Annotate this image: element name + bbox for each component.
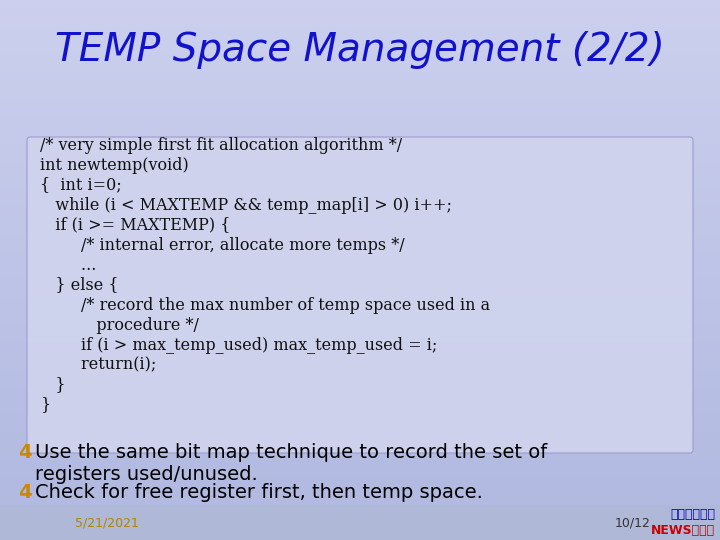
Bar [0,270,720,279]
Bar [0,477,720,486]
Bar [0,135,720,144]
Text: 資工系網媒所: 資工系網媒所 [670,508,715,521]
Bar [0,369,720,378]
Bar [0,198,720,207]
Bar [0,117,720,126]
FancyBboxPatch shape [27,137,693,453]
Text: return(i);: return(i); [40,356,156,374]
Text: registers used/unused.: registers used/unused. [35,465,258,484]
Bar [0,162,720,171]
Bar [0,468,720,477]
Text: while (i < MAXTEMP && temp_map[i] > 0) i++;: while (i < MAXTEMP && temp_map[i] > 0) i… [40,197,452,213]
Bar [0,513,720,522]
Text: if (i > max_temp_used) max_temp_used = i;: if (i > max_temp_used) max_temp_used = i… [40,336,437,354]
Bar [0,261,720,270]
Bar [0,495,720,504]
Bar [0,297,720,306]
Text: procedure */: procedure */ [40,316,199,334]
Bar [0,54,720,63]
Bar [0,504,720,513]
Text: if (i >= MAXTEMP) {: if (i >= MAXTEMP) { [40,217,230,233]
Bar [0,18,720,27]
Bar [0,153,720,162]
Bar [0,81,720,90]
Text: ...: ... [40,256,96,273]
Text: 4: 4 [18,443,32,462]
Bar [0,72,720,81]
Bar [0,360,720,369]
Bar [0,387,720,396]
Text: TEMP Space Management (2/2): TEMP Space Management (2/2) [55,31,665,69]
Bar [0,252,720,261]
Bar [0,423,720,432]
Text: 5/21/2021: 5/21/2021 [75,516,139,529]
Bar [0,279,720,288]
Bar [0,342,720,351]
Bar [0,45,720,54]
Bar [0,36,720,45]
Text: NEWS實驗室: NEWS實驗室 [651,524,715,537]
Bar [0,63,720,72]
Text: Use the same bit map technique to record the set of: Use the same bit map technique to record… [35,443,547,462]
Text: Check for free register first, then temp space.: Check for free register first, then temp… [35,483,483,503]
Text: 4: 4 [18,483,32,503]
Bar [0,486,720,495]
Bar [0,234,720,243]
Bar [0,99,720,108]
Bar [0,27,720,36]
Text: int newtemp(void): int newtemp(void) [40,157,189,173]
Bar [0,225,720,234]
Text: /* very simple first fit allocation algorithm */: /* very simple first fit allocation algo… [40,137,402,153]
Text: }: } [40,376,66,394]
Bar [0,180,720,189]
Bar [0,315,720,324]
Bar [0,396,720,405]
Bar [0,378,720,387]
Bar [0,405,720,414]
Text: /* record the max number of temp space used in a: /* record the max number of temp space u… [40,296,490,314]
Bar [0,441,720,450]
Bar [0,531,720,540]
Bar [0,351,720,360]
Bar [0,207,720,216]
Bar [0,90,720,99]
Bar [0,414,720,423]
Bar [0,171,720,180]
Text: }: } [40,396,50,414]
Bar [0,9,720,18]
Text: /* internal error, allocate more temps */: /* internal error, allocate more temps *… [40,237,405,253]
Bar [0,306,720,315]
Bar [0,505,720,540]
Bar [0,0,720,9]
Text: } else {: } else { [40,276,119,294]
Bar [0,108,720,117]
Bar [0,459,720,468]
Text: {  int i=0;: { int i=0; [40,177,122,193]
Bar [0,243,720,252]
Bar [0,216,720,225]
Bar [0,522,720,531]
Bar [0,324,720,333]
Bar [0,288,720,297]
Bar [0,189,720,198]
Bar [0,333,720,342]
Text: 10/12: 10/12 [615,516,651,529]
Bar [0,450,720,459]
Bar [0,126,720,135]
Bar [0,432,720,441]
Bar [0,144,720,153]
